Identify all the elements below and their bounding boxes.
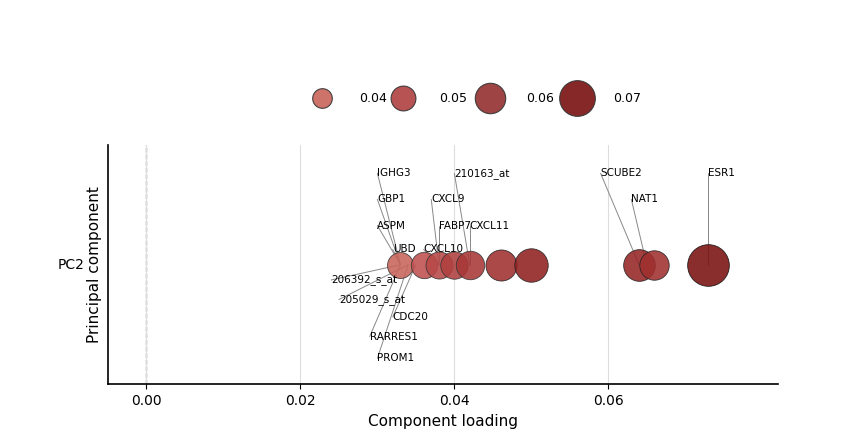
Point bbox=[432, 261, 446, 268]
Text: CXCL10: CXCL10 bbox=[423, 245, 464, 254]
Point bbox=[702, 261, 715, 268]
Text: GBP1: GBP1 bbox=[378, 194, 405, 204]
Point bbox=[463, 261, 477, 268]
Text: IGHG3: IGHG3 bbox=[378, 168, 411, 178]
Text: 210163_at: 210163_at bbox=[454, 168, 510, 179]
Y-axis label: Principal component: Principal component bbox=[87, 186, 103, 343]
Text: RARRES1: RARRES1 bbox=[370, 332, 417, 342]
Text: SCUBE2: SCUBE2 bbox=[600, 168, 642, 178]
Point bbox=[394, 261, 408, 268]
Point bbox=[493, 261, 507, 268]
Text: 0.06: 0.06 bbox=[526, 92, 555, 105]
Text: 205029_s_at: 205029_s_at bbox=[339, 294, 405, 305]
Text: ASPM: ASPM bbox=[378, 221, 406, 231]
Point bbox=[632, 261, 646, 268]
Text: 0.04: 0.04 bbox=[359, 92, 387, 105]
Point bbox=[647, 261, 661, 268]
X-axis label: Component loading: Component loading bbox=[368, 414, 518, 429]
Text: 206392_s_at: 206392_s_at bbox=[331, 274, 397, 286]
Text: CXCL11: CXCL11 bbox=[470, 221, 510, 231]
Point bbox=[416, 261, 430, 268]
Text: PC2: PC2 bbox=[58, 258, 85, 272]
Point bbox=[448, 261, 461, 268]
Text: ESR1: ESR1 bbox=[708, 168, 735, 178]
Point bbox=[524, 261, 538, 268]
Text: CXCL9: CXCL9 bbox=[431, 194, 465, 204]
Text: PROM1: PROM1 bbox=[378, 353, 415, 363]
Text: 0.05: 0.05 bbox=[440, 92, 467, 105]
Text: FABP7: FABP7 bbox=[439, 221, 471, 231]
Text: NAT1: NAT1 bbox=[632, 194, 658, 204]
Text: 0.07: 0.07 bbox=[613, 92, 642, 105]
Text: CDC20: CDC20 bbox=[393, 312, 429, 322]
Text: UBD: UBD bbox=[393, 245, 416, 254]
